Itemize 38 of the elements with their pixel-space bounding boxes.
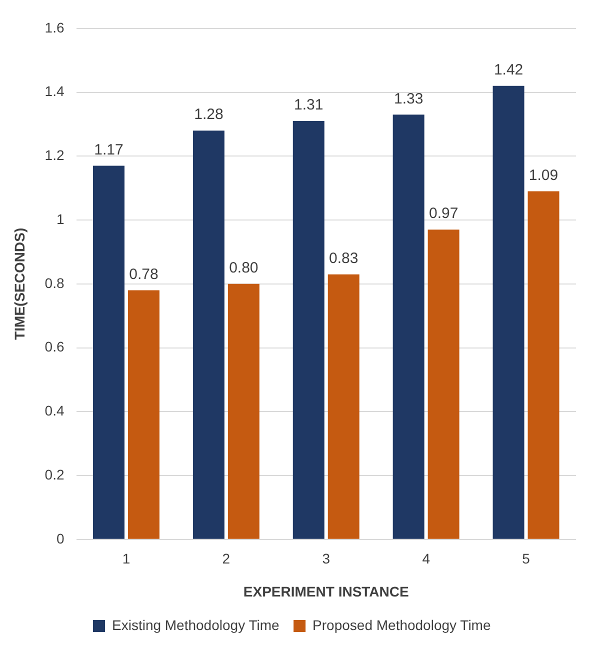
data-label: 1.17 [94,141,124,158]
bar [392,114,424,539]
y-tick-label: 1 [56,210,64,227]
data-label: 0.83 [329,250,358,267]
bar [228,284,260,539]
y-tick-label: 1.6 [44,19,64,36]
x-tick-label: 1 [122,550,130,567]
legend-label: Proposed Methodology Time [312,616,491,633]
data-label: 1.31 [294,96,324,114]
x-tick-label: 4 [422,550,430,567]
y-tick-label: 0.8 [44,274,64,291]
bar [428,230,460,539]
data-label: 1.28 [194,106,224,124]
bar [93,166,124,539]
data-label: 1.42 [494,62,524,79]
y-tick-label: 0.2 [44,466,64,482]
y-tick-label: 1.4 [44,83,64,100]
y-tick-label: 0 [56,530,64,546]
y-tick-label: 1.2 [44,147,64,164]
x-tick-label: 5 [522,550,530,567]
bar [492,86,524,539]
y-axis-title: TIME(SECONDS) [11,228,28,340]
data-label: 0.78 [129,266,158,283]
bar [328,274,360,539]
data-label: 1.33 [394,90,424,108]
data-label: 0.97 [428,205,458,222]
bar [528,191,560,539]
bar [192,130,224,539]
x-axis-title: EXPERIMENT INSTANCE [243,583,409,600]
bar [292,121,324,539]
x-tick-label: 2 [222,550,230,567]
y-tick-label: 0.4 [44,402,64,419]
bar [128,290,160,539]
data-label: 0.80 [229,260,258,277]
data-label: 1.09 [528,166,558,184]
x-tick-label: 3 [322,550,330,567]
legend-label: Existing Methodology Time [112,616,280,633]
y-tick-label: 0.6 [44,338,64,355]
